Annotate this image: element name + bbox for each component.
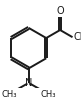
Text: CH₃: CH₃ <box>41 90 56 98</box>
Text: CH₃: CH₃ <box>1 90 17 98</box>
Text: O: O <box>56 6 64 16</box>
Text: Cl: Cl <box>73 32 81 42</box>
Text: N: N <box>25 78 32 88</box>
